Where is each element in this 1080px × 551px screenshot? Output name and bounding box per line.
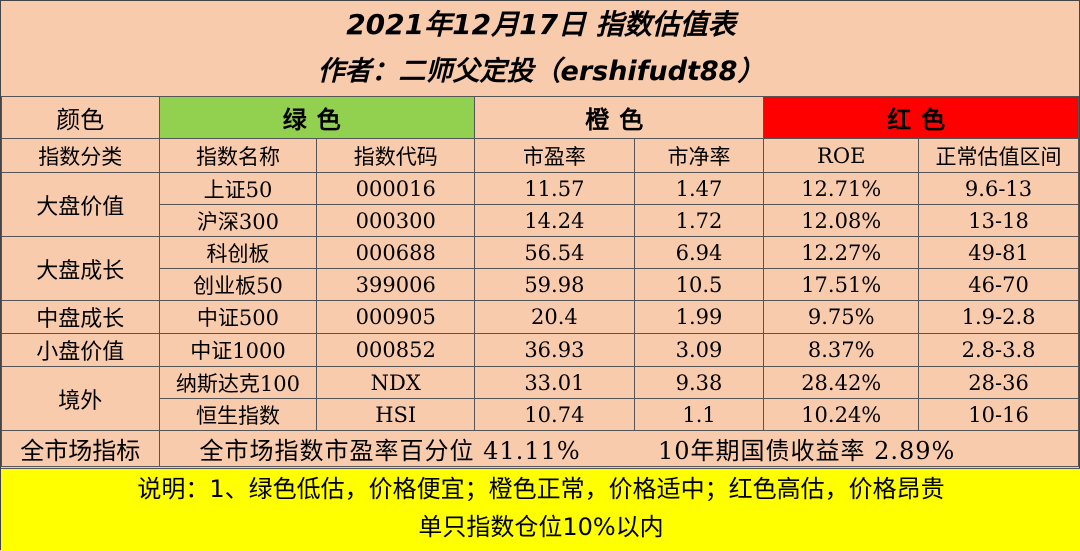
range-value: 49-81 xyxy=(918,236,1079,269)
table-row: 恒生指数 HSI 10.74 1.1 10.24% 10-16 xyxy=(2,398,1079,431)
range-value: 2.8-3.8 xyxy=(918,333,1079,367)
index-code: 000905 xyxy=(316,300,476,334)
index-code: 000688 xyxy=(316,236,476,269)
category-cell: 中盘成长 xyxy=(1,300,160,334)
pb-value: 6.94 xyxy=(633,236,765,269)
pb-value: 10.5 xyxy=(633,268,765,301)
range-value: 13-18 xyxy=(918,204,1079,237)
index-name: 科创板 xyxy=(158,236,318,269)
index-name: 恒生指数 xyxy=(158,398,318,431)
pe-value: 56.54 xyxy=(474,236,635,269)
roe-value: 10.24% xyxy=(763,398,920,431)
header-roe: ROE xyxy=(763,138,920,173)
header-category: 指数分类 xyxy=(1,138,160,173)
pe-value: 11.57 xyxy=(474,172,635,205)
color-legend-row: 颜色 绿色 橙色 红色 xyxy=(1,96,1079,139)
index-code: NDX xyxy=(316,366,476,399)
header-row: 指数分类 指数名称 指数代码 市盈率 市净率 ROE 正常估值区间 xyxy=(1,138,1079,173)
note-box: 说明：1、绿色低估，价格便宜；橙色正常，价格适中；红色高估，价格昂贵 单只指数仓… xyxy=(1,468,1080,551)
summary-metrics: 全市场指数市盈率百分位 41.11% 10年期国债收益率 2.89% xyxy=(158,430,1080,467)
bond-yield-text: 10年期国债收益率 2.89% xyxy=(657,437,956,465)
pe-percentile-text: 全市场指数市盈率百分位 41.11% xyxy=(199,437,581,465)
roe-value: 8.37% xyxy=(763,333,920,367)
pb-value: 3.09 xyxy=(633,333,765,367)
header-pb: 市净率 xyxy=(633,138,765,173)
page-title: 2021年12月17日 指数估值表 xyxy=(346,8,736,41)
table-row: 境外 纳斯达克100 NDX 33.01 9.38 28.42% 28-36 xyxy=(1,366,1079,431)
pb-value: 1.72 xyxy=(633,204,765,237)
index-name: 中证1000 xyxy=(158,333,318,367)
orange-legend: 橙色 xyxy=(474,96,765,139)
pe-value: 33.01 xyxy=(474,366,635,399)
index-name: 中证500 xyxy=(158,300,318,334)
pb-value: 1.1 xyxy=(633,398,765,431)
market-summary-row: 全市场指标 全市场指数市盈率百分位 41.11% 10年期国债收益率 2.89% xyxy=(1,430,1080,467)
category-cell: 大盘价值 xyxy=(1,172,160,237)
note-line-2: 单只指数仓位10%以内 xyxy=(418,513,664,541)
table-row: 沪深300 000300 14.24 1.72 12.08% 13-18 xyxy=(2,204,1079,237)
pe-value: 20.4 xyxy=(474,300,635,334)
color-label: 颜色 xyxy=(1,96,160,139)
range-value: 28-36 xyxy=(918,366,1079,399)
index-name: 纳斯达克100 xyxy=(158,366,318,399)
roe-value: 28.42% xyxy=(763,366,920,399)
table-row: 大盘价值 上证50 000016 11.57 1.47 12.71% 9.6-1… xyxy=(1,172,1079,237)
pb-value: 1.47 xyxy=(633,172,765,205)
header-code: 指数代码 xyxy=(316,138,476,173)
table-row: 小盘价值 中证1000 000852 36.93 3.09 8.37% 2.8-… xyxy=(1,333,1079,367)
green-legend: 绿色 xyxy=(158,96,476,139)
range-value: 10-16 xyxy=(918,398,1079,431)
range-value: 46-70 xyxy=(918,268,1079,301)
index-name: 上证50 xyxy=(158,172,318,205)
roe-value: 12.27% xyxy=(763,236,920,269)
summary-label: 全市场指标 xyxy=(1,430,160,467)
index-name: 沪深300 xyxy=(158,204,318,237)
roe-value: 9.75% xyxy=(763,300,920,334)
roe-value: 12.08% xyxy=(763,204,920,237)
red-legend: 红色 xyxy=(763,96,1079,139)
pe-value: 14.24 xyxy=(474,204,635,237)
note-line-1: 说明：1、绿色低估，价格便宜；橙色正常，价格适中；红色高估，价格昂贵 xyxy=(137,475,945,503)
category-cell: 小盘价值 xyxy=(1,333,160,367)
roe-value: 12.71% xyxy=(763,172,920,205)
header-range: 正常估值区间 xyxy=(918,138,1079,173)
index-code: 000016 xyxy=(316,172,476,205)
header-pe: 市盈率 xyxy=(474,138,635,173)
index-code: 000300 xyxy=(316,204,476,237)
index-name: 创业板50 xyxy=(158,268,318,301)
valuation-table: 颜色 绿色 橙色 红色 指数分类 指数名称 指数代码 市盈率 市净率 ROE 正… xyxy=(1,96,1080,467)
author-line: 作者：二师父定投（ershifudt88） xyxy=(317,56,765,87)
pe-value: 10.74 xyxy=(474,398,635,431)
table-row: 中盘成长 中证500 000905 20.4 1.99 9.75% 1.9-2.… xyxy=(1,300,1079,334)
category-cell: 境外 xyxy=(1,366,160,431)
category-cell: 大盘成长 xyxy=(1,236,160,301)
pe-value: 59.98 xyxy=(474,268,635,301)
table-row: 大盘成长 科创板 000688 56.54 6.94 12.27% 49-81 xyxy=(1,236,1079,301)
range-value: 1.9-2.8 xyxy=(918,300,1079,334)
index-code: 399006 xyxy=(316,268,476,301)
pb-value: 9.38 xyxy=(633,366,765,399)
index-code: HSI xyxy=(316,398,476,431)
header-name: 指数名称 xyxy=(158,138,318,173)
pe-value: 36.93 xyxy=(474,333,635,367)
range-value: 9.6-13 xyxy=(918,172,1079,205)
roe-value: 17.51% xyxy=(763,268,920,301)
index-code: 000852 xyxy=(316,333,476,367)
table-row: 创业板50 399006 59.98 10.5 17.51% 46-70 xyxy=(2,268,1079,301)
pb-value: 1.99 xyxy=(633,300,765,334)
